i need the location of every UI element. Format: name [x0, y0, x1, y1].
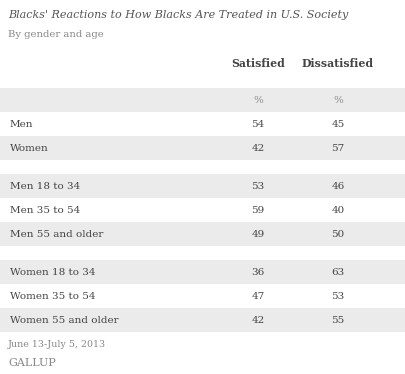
Text: 50: 50 [330, 230, 344, 239]
Text: 42: 42 [251, 144, 264, 153]
Bar [0, 174, 405, 198]
Text: 55: 55 [330, 316, 344, 325]
Bar [0, 308, 405, 332]
Text: 59: 59 [251, 206, 264, 215]
Text: Women: Women [10, 144, 49, 153]
Text: 42: 42 [251, 316, 264, 325]
Bar [0, 88, 405, 112]
Text: GALLUP: GALLUP [8, 358, 55, 368]
Text: 57: 57 [330, 144, 344, 153]
Text: 47: 47 [251, 292, 264, 301]
Text: Men 18 to 34: Men 18 to 34 [10, 182, 80, 191]
Text: Women 35 to 54: Women 35 to 54 [10, 292, 95, 301]
Text: %: % [252, 95, 262, 104]
Text: 53: 53 [330, 292, 344, 301]
Text: Blacks' Reactions to How Blacks Are Treated in U.S. Society: Blacks' Reactions to How Blacks Are Trea… [8, 10, 347, 20]
Text: Men 55 and older: Men 55 and older [10, 230, 103, 239]
Text: %: % [332, 95, 342, 104]
Text: 36: 36 [251, 268, 264, 277]
Text: Women 55 and older: Women 55 and older [10, 316, 118, 325]
Bar [0, 260, 405, 284]
Text: Dissatisfied: Dissatisfied [301, 58, 373, 69]
Bar [0, 222, 405, 246]
Text: Men 35 to 54: Men 35 to 54 [10, 206, 80, 215]
Text: 40: 40 [330, 206, 344, 215]
Bar [0, 136, 405, 160]
Text: 63: 63 [330, 268, 344, 277]
Text: 45: 45 [330, 120, 344, 129]
Text: 54: 54 [251, 120, 264, 129]
Text: 46: 46 [330, 182, 344, 191]
Text: 49: 49 [251, 230, 264, 239]
Text: Men: Men [10, 120, 34, 129]
Text: By gender and age: By gender and age [8, 30, 104, 39]
Text: June 13-July 5, 2013: June 13-July 5, 2013 [8, 340, 106, 349]
Text: Women 18 to 34: Women 18 to 34 [10, 268, 95, 277]
Text: Satisfied: Satisfied [230, 58, 284, 69]
Text: 53: 53 [251, 182, 264, 191]
